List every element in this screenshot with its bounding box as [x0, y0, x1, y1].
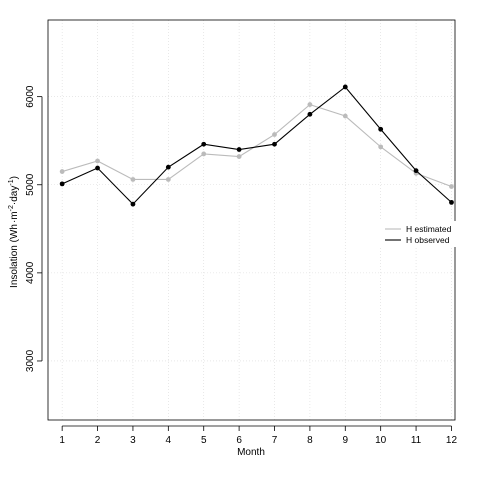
series-point-2 [449, 199, 454, 205]
x-tick-label: 3 [130, 435, 136, 446]
y-tick-label: 3000 [25, 349, 36, 372]
series-point-2 [272, 141, 277, 147]
y-tick-label: 6000 [25, 85, 36, 108]
x-axis: 1 2 3 4 5 6 7 8 9 10 11 12 [59, 425, 458, 446]
series-point-2 [201, 141, 207, 147]
x-tick-label: 1 [59, 435, 65, 446]
series-point-1 [449, 184, 454, 189]
series-point-2 [413, 168, 419, 174]
legend-box [380, 221, 456, 247]
x-tick-label: 7 [272, 435, 278, 446]
series-point-1 [95, 158, 100, 164]
series-point-2 [95, 165, 100, 171]
series-point-2 [307, 111, 313, 117]
series-point-2 [236, 147, 242, 152]
x-tick-label: 11 [411, 435, 422, 446]
x-tick-label: 6 [236, 435, 242, 446]
series-point-1 [59, 169, 65, 174]
x-tick-label: 2 [95, 435, 101, 446]
y-tick-label: 4000 [25, 261, 36, 284]
x-tick-label: 10 [375, 435, 387, 446]
series-group [59, 84, 454, 207]
x-tick-label: 8 [307, 435, 313, 446]
series-line-2 [61, 86, 452, 205]
x-tick-label: 4 [166, 435, 172, 446]
series-line-1 [61, 103, 452, 188]
x-tick-label: 12 [446, 435, 458, 446]
series-point-2 [342, 84, 348, 90]
grid-lines [48, 20, 455, 420]
x-axis-label: Month [237, 447, 265, 458]
y-tick-label: 5000 [25, 173, 36, 196]
y-axis: 3000 4000 5000 6000 [25, 85, 43, 372]
series-point-1 [201, 151, 207, 157]
series-point-2 [378, 126, 384, 132]
legend-label: H observed [406, 235, 450, 245]
x-tick-label: 9 [343, 435, 349, 446]
x-tick-label: 5 [201, 435, 207, 446]
series-point-1 [378, 144, 384, 150]
series-point-1 [236, 154, 242, 159]
plot-frame [47, 19, 456, 421]
series-point-1 [165, 177, 171, 182]
legend-label: H estimated [406, 224, 452, 234]
series-point-2 [165, 164, 171, 170]
series-point-2 [59, 181, 65, 187]
series-point-1 [307, 102, 313, 107]
series-point-1 [130, 177, 136, 182]
series-point-1 [342, 113, 348, 119]
y-axis-label: Insolation (Wh·m-2·day-1) [8, 176, 20, 288]
series-point-2 [130, 201, 136, 207]
series-point-1 [272, 132, 277, 137]
